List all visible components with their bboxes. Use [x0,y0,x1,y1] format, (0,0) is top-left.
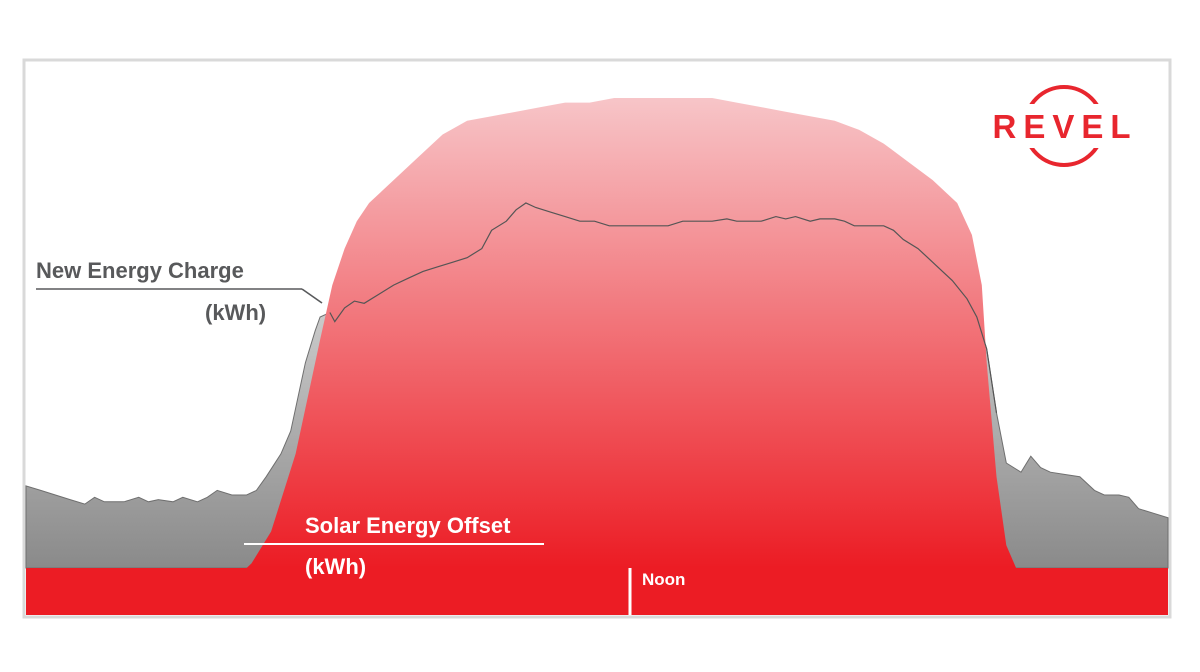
new-energy-charge-line [329,202,998,413]
solar-energy-offset-label: Solar Energy Offset [305,513,511,538]
new-energy-charge-unit: (kWh) [205,300,266,325]
revel-logo: REVEL [992,85,1137,167]
solar-energy-offset-unit: (kWh) [305,554,366,579]
revel-logo-gap [1018,104,1112,148]
chart-frame [22,58,1172,619]
new-energy-charge-leader-tip [301,288,323,304]
revel-logo-text: REVEL [992,108,1137,145]
noon-label: Noon [642,570,685,589]
solar-energy-offset-area [26,98,1168,568]
baseline-band [26,568,1168,615]
new-energy-charge-label: New Energy Charge [36,258,244,283]
